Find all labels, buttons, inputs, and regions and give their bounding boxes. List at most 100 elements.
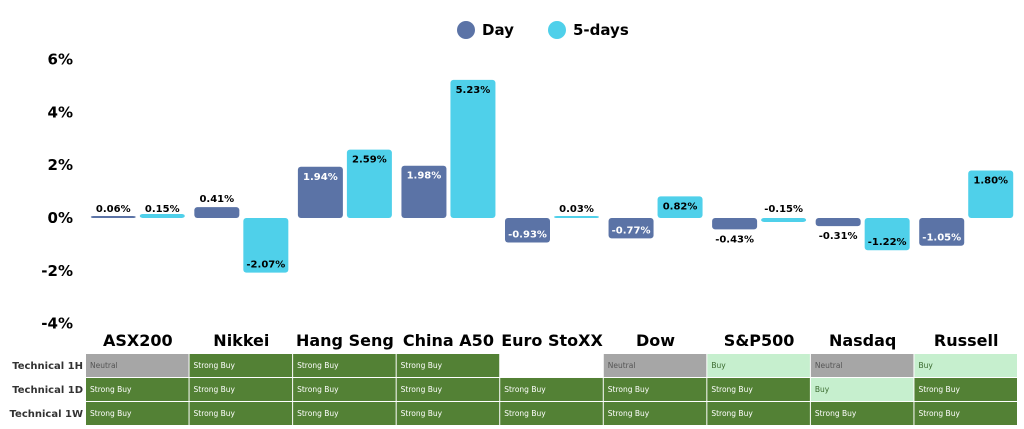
- technical-cell-value: Strong Buy: [297, 409, 339, 418]
- technical-cell: [603, 354, 707, 377]
- technical-cell-value: Strong Buy: [815, 409, 857, 418]
- technical-cell-value: Strong Buy: [918, 409, 960, 418]
- data-label-1-7: -1.22%: [868, 237, 907, 248]
- legend-marker-0: [457, 21, 475, 39]
- technical-cell-value: Strong Buy: [608, 385, 650, 394]
- technical-cell: [603, 378, 707, 401]
- legend-marker-1: [548, 21, 566, 39]
- x-category-label: Nikkei: [213, 331, 269, 350]
- technical-cell-value: Strong Buy: [711, 385, 753, 394]
- technical-cell-value: Strong Buy: [90, 385, 132, 394]
- legend-label-1: 5-days: [573, 21, 629, 39]
- bar-0-1: [194, 207, 240, 218]
- legend-label-0: Day: [482, 21, 514, 39]
- bar-0-8: [919, 218, 965, 246]
- technical-cell-value: Buy: [918, 361, 933, 370]
- data-label-1-1: -2.07%: [246, 260, 285, 271]
- technical-cell: [396, 378, 500, 401]
- technical-cell: [810, 402, 914, 425]
- technical-cell-value: Strong Buy: [504, 385, 546, 394]
- bar-1-2: [346, 149, 392, 218]
- data-label-1-2: 2.59%: [352, 155, 387, 166]
- technical-cell: [189, 354, 293, 377]
- data-label-0-8: -1.05%: [922, 233, 961, 244]
- bar-0-7: [815, 218, 861, 227]
- data-label-1-4: 0.03%: [559, 204, 594, 215]
- bar-1-4: [554, 216, 599, 218]
- x-category-label: Euro StoXX: [501, 331, 603, 350]
- data-label-0-3: 1.98%: [407, 171, 442, 182]
- technical-cell: [500, 402, 603, 425]
- technical-cell-value: Neutral: [90, 361, 118, 370]
- bar-1-8: [968, 170, 1014, 218]
- bar-1-6: [761, 218, 807, 222]
- data-label-0-0: 0.06%: [96, 204, 131, 215]
- technical-cell: [914, 354, 1017, 377]
- x-category-label: Dow: [636, 331, 675, 350]
- y-tick-label: 0%: [48, 209, 73, 227]
- bars: [90, 79, 1014, 273]
- technical-cell: [293, 402, 396, 425]
- technical-row-label: Technical 1D: [12, 385, 83, 396]
- technical-cell: [189, 378, 293, 401]
- data-label-0-5: -0.77%: [612, 225, 651, 236]
- bar-1-7: [864, 218, 910, 251]
- technical-row-label: Technical 1H: [12, 361, 83, 372]
- data-label-1-3: 5.23%: [456, 85, 491, 96]
- technical-cell: [86, 378, 189, 401]
- data-label-0-6: -0.43%: [715, 234, 754, 245]
- data-label-1-5: 0.82%: [663, 201, 698, 212]
- data-label-1-8: 1.80%: [973, 175, 1008, 186]
- technical-cell: [293, 378, 396, 401]
- technical-cell-value: Strong Buy: [194, 409, 236, 418]
- technical-cell-value: Strong Buy: [297, 385, 339, 394]
- bar-0-5: [608, 218, 654, 239]
- technicals-table: Technical 1H Neutral Strong Buy Strong Buy S…: [10, 354, 1017, 425]
- bar-0-4: [505, 218, 550, 243]
- technical-cell: [707, 354, 810, 377]
- technical-cell: [810, 354, 914, 377]
- y-axis: 6% 4% 2% 0% -2% -4%: [41, 51, 73, 333]
- technical-cell-value: Strong Buy: [90, 409, 132, 418]
- technical-cell: [810, 378, 914, 401]
- y-tick-label: -4%: [41, 315, 73, 333]
- technical-cell: [189, 402, 293, 425]
- technical-cell-value: Neutral: [815, 361, 843, 370]
- y-tick-label: 6%: [48, 51, 73, 69]
- bar-1-5: [657, 196, 703, 218]
- technical-cell: [707, 378, 810, 401]
- bar-1-1: [243, 218, 289, 273]
- technical-cell: [707, 402, 810, 425]
- y-tick-label: 2%: [48, 156, 73, 174]
- technical-cell-value: Strong Buy: [401, 361, 443, 370]
- technical-cell: [86, 402, 189, 425]
- data-label-0-1: 0.41%: [199, 194, 234, 205]
- bar-0-3: [401, 165, 447, 218]
- data-labels: 0.06% 0.15% 0.41% -2.07% 1.94% 2.59% 1.98% 5.23…: [96, 85, 1008, 271]
- x-axis-categories: ASX200 Nikkei Hang Seng China A50 Euro StoXX…: [103, 331, 999, 350]
- data-label-1-0: 0.15%: [145, 204, 180, 215]
- technical-cell-value: Strong Buy: [504, 409, 546, 418]
- technical-cell-value: Neutral: [608, 361, 636, 370]
- technical-cell: [914, 378, 1017, 401]
- technical-cell-value: Buy: [711, 361, 726, 370]
- bar-0-0: [90, 216, 136, 218]
- technical-cell: [396, 354, 500, 377]
- technical-cell-value: Strong Buy: [711, 409, 753, 418]
- data-label-0-2: 1.94%: [303, 172, 338, 183]
- data-label-0-7: -0.31%: [819, 231, 858, 242]
- data-label-1-6: -0.15%: [764, 204, 803, 215]
- technical-cell: [603, 402, 707, 425]
- x-category-label: China A50: [403, 331, 494, 350]
- technical-cell: [914, 402, 1017, 425]
- technical-cell: [396, 402, 500, 425]
- technical-row-label: Technical 1W: [10, 409, 83, 420]
- technical-cell-value: Strong Buy: [194, 385, 236, 394]
- technical-cell-value: Strong Buy: [194, 361, 236, 370]
- bar-1-0: [139, 214, 185, 218]
- technical-cell-value: Strong Buy: [401, 409, 443, 418]
- x-category-label: Hang Seng: [296, 331, 394, 350]
- bar-0-2: [297, 166, 343, 218]
- y-tick-label: -2%: [41, 262, 73, 280]
